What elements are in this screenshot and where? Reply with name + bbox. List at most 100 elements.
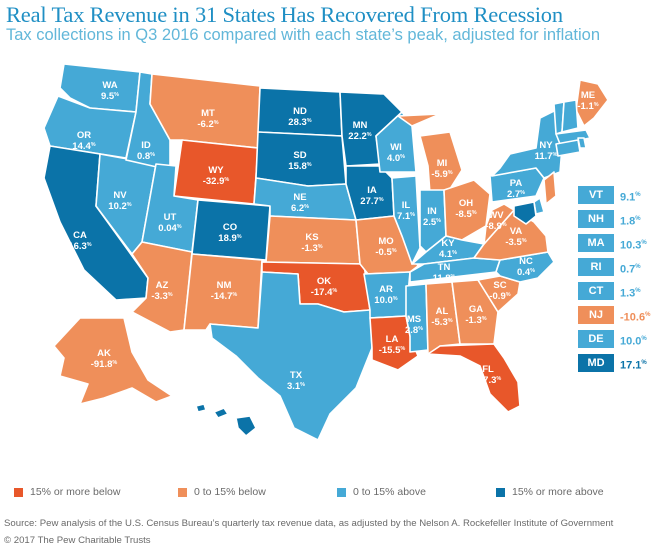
state-nj [543,171,557,205]
state-value: -0.5 [375,247,392,258]
state-label-la: LA -15.5% [379,334,406,356]
legend-label: 15% or more below [30,486,121,498]
percent-sign: % [367,132,372,138]
percent-sign: % [127,202,132,208]
percent-sign: % [452,250,457,256]
state-abbr: OR [77,130,91,141]
state-fl [427,343,521,413]
state-value: 2.7 [507,189,520,200]
state-abbr: NC [519,256,533,267]
small-state-abbr: NJ [578,306,614,324]
state-abbr: ME [581,90,595,101]
state-value: 28.3 [288,117,307,128]
state-abbr: MS [407,314,421,325]
percent-sign: % [506,292,511,298]
small-state-number: 17.1 [620,359,642,372]
state-abbr: TX [290,370,303,381]
percent-sign: % [232,292,237,298]
percent-sign: % [635,216,641,222]
percent-sign: % [448,170,453,176]
state-abbr: KY [441,238,455,249]
state-value: 2.5 [423,217,437,228]
state-label-wi: WI 4.0% [387,142,405,164]
small-state-value: 1.3% [620,282,641,300]
state-value: -15.5 [379,345,401,356]
state-md [513,201,537,225]
state-value: 11.8 [433,273,451,284]
state-label-nm: NM -14.7% [211,280,238,302]
state-ak [53,317,173,405]
state-abbr: IA [367,185,377,196]
state-value: -6.2 [197,119,213,130]
percent-sign: % [635,288,641,294]
state-label-nd: ND 28.3% [288,106,312,128]
state-abbr: AR [379,284,393,295]
state-hi [195,403,257,437]
percent-sign: % [530,268,535,274]
state-abbr: ID [141,140,151,151]
state-label-ny: NY 11.7% [535,140,558,162]
state-abbr: MT [201,108,215,119]
state-value: -0.9 [489,291,505,302]
percent-sign: % [410,212,415,218]
percent-sign: % [150,152,155,158]
percent-sign: % [641,240,647,246]
percent-sign: % [645,312,651,318]
state-abbr: NV [113,190,127,201]
state-value: 7.1 [397,211,411,222]
state-value: -5.3 [431,317,447,328]
state-label-hi: HI 16.3% [216,425,240,447]
small-state-value: -10.6% [620,306,650,324]
state-label-pa: PA 2.7% [507,178,525,200]
state-abbr: NE [293,192,306,203]
state-label-ms: MS 2.8% [405,314,423,336]
small-state-number: 1.3 [620,287,636,300]
state-abbr: KS [305,232,318,243]
percent-sign: % [87,242,92,248]
color-legend: 15% or more below 0 to 15% below 0 to 15% … [14,485,634,499]
percent-sign: % [379,197,384,203]
state-value: -3.3 [151,291,167,302]
state-label-wa: WA 9.5% [101,80,119,102]
state-value: 4.1 [439,249,453,260]
copyright-note: © 2017 The Pew Charitable Trusts [4,535,151,546]
legend-label: 0 to 15% below [194,486,266,498]
state-value: 6.2 [291,203,304,214]
state-sc [477,275,521,313]
percent-sign: % [641,336,647,342]
state-value: 10.0 [374,295,393,306]
state-label-ks: KS -1.3% [301,232,322,254]
percent-sign: % [594,102,599,108]
state-abbr: UT [164,212,177,223]
state-label-ga: GA -1.3% [465,304,486,326]
state-value: -5.9 [431,169,447,180]
small-state-abbr: MA [578,234,614,252]
state-value: -17.3 [475,375,497,386]
state-abbr: HI [223,425,233,436]
percent-sign: % [168,292,173,298]
state-label-al: AL -5.3% [431,306,452,328]
percent-sign: % [307,162,312,168]
state-abbr: OH [459,198,473,209]
state-abbr: SC [493,280,506,291]
state-label-ia: IA 27.7% [360,185,384,207]
percent-sign: % [304,204,309,210]
state-value: 16.3 [68,241,87,252]
map-title: Real Tax Revenue in 31 States Has Recove… [6,2,563,27]
small-state-abbr: DE [578,330,614,348]
percent-sign: % [522,238,527,244]
state-value: -32.9 [203,176,225,187]
state-value: 10.2 [108,201,127,212]
state-abbr: WA [102,80,117,91]
state-value: 2.8 [405,325,418,336]
percent-sign: % [393,296,398,302]
small-state-number: 10.0 [620,335,642,348]
state-label-il: IL 7.1% [397,200,415,222]
state-abbr: MI [437,158,448,169]
state-abbr: TN [438,262,451,273]
small-state-number: 0.7 [620,263,636,276]
state-value: -1.3 [465,315,481,326]
state-value: 0.4 [517,267,531,278]
state-label-mn: MN 22.2% [348,120,372,142]
small-state-row-vt: VT 9.1% [578,186,660,204]
